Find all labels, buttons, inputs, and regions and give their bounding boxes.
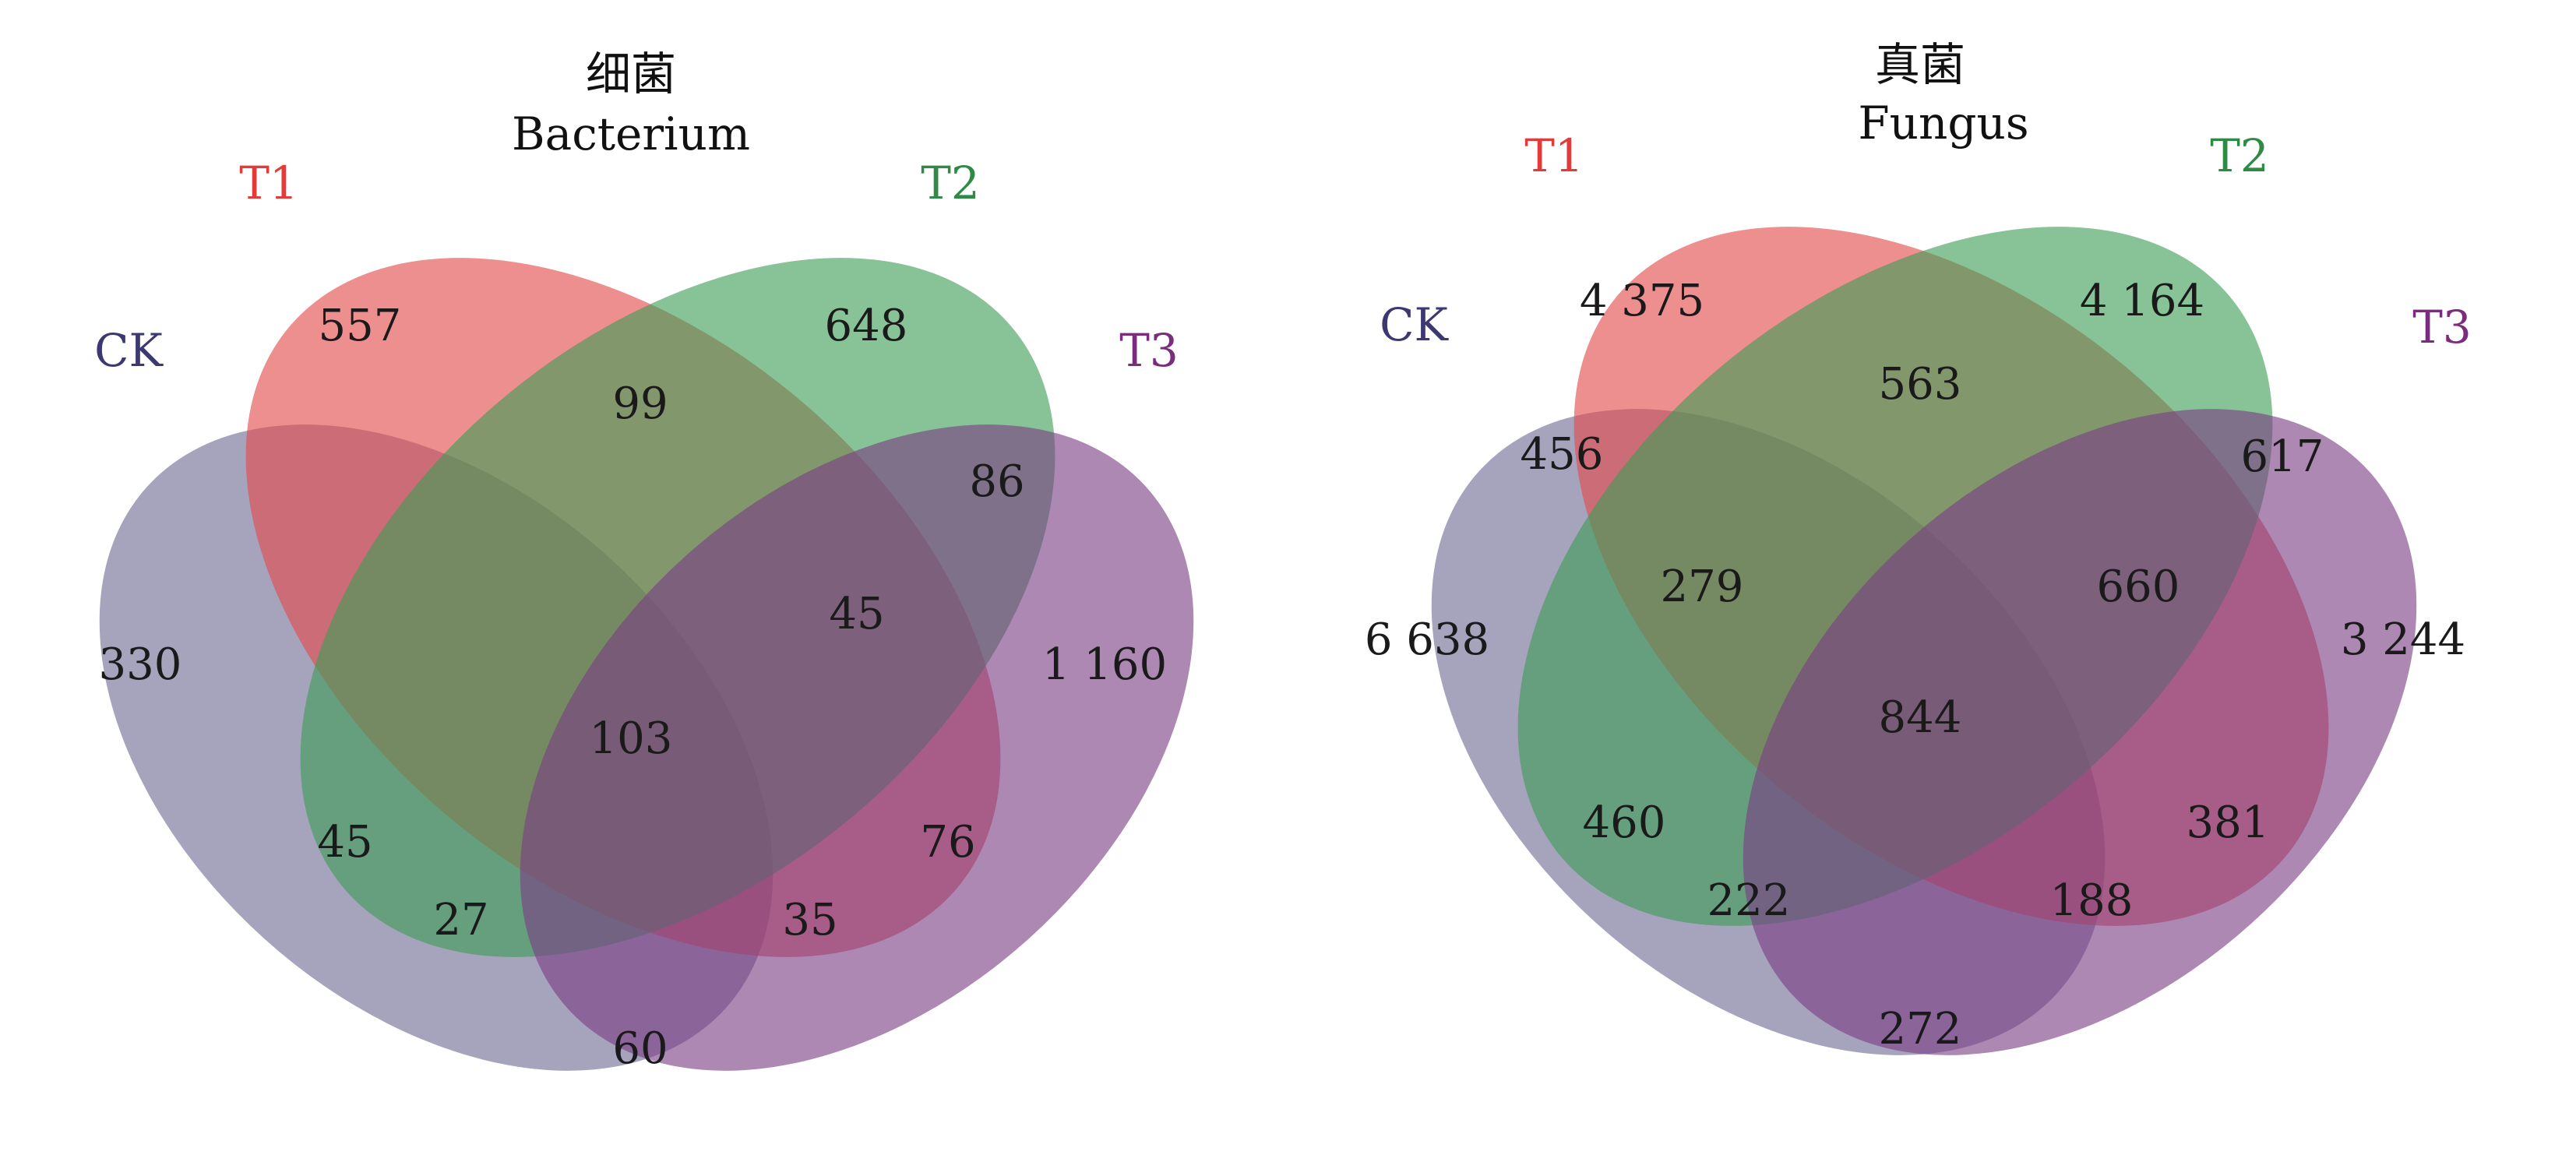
count-ck-t3: 60 xyxy=(612,1023,668,1074)
set-label-t3: T3 xyxy=(2412,301,2472,354)
count-ck-t1-t3: 188 xyxy=(2050,875,2134,926)
ellipse-t3 xyxy=(1743,409,2417,1055)
set-label-ck: CK xyxy=(1380,298,1449,351)
count-all: 844 xyxy=(1879,692,1962,743)
count-ck-t1: 45 xyxy=(317,817,372,868)
title-en: Bacterium xyxy=(512,107,750,160)
venn-bacterium: 细菌 Bacterium CK T1 T2 T3 557 648 99 86 3… xyxy=(94,48,1194,1074)
count-ck-only: 330 xyxy=(99,639,182,690)
count-ck-t3: 272 xyxy=(1879,1004,1962,1055)
count-ck-t1-t2: 27 xyxy=(433,895,488,945)
count-t2-only: 4 164 xyxy=(2080,276,2204,326)
title-cn: 真菌 xyxy=(1875,38,1965,91)
count-t2-t3: 617 xyxy=(2241,431,2324,482)
count-t2-only: 648 xyxy=(825,301,908,351)
set-label-t3: T3 xyxy=(1119,324,1179,377)
count-t1-t3: 381 xyxy=(2187,797,2270,848)
venn-fungus: 真菌 Fungus CK T1 T2 T3 4 375 4 164 563 45… xyxy=(1365,38,2472,1055)
set-label-t1: T1 xyxy=(239,157,298,209)
title-en: Fungus xyxy=(1858,97,2028,150)
count-all: 103 xyxy=(590,713,673,764)
count-ck-t1-t2: 279 xyxy=(1661,562,1744,612)
ellipse-t3 xyxy=(520,424,1194,1071)
count-ck-t1-t3: 35 xyxy=(782,895,837,945)
count-t3-only: 3 244 xyxy=(2341,614,2465,665)
count-t1-t3: 76 xyxy=(920,817,975,868)
count-t1-t2-t3: 660 xyxy=(2097,562,2180,612)
count-t2-t3: 86 xyxy=(969,456,1024,507)
set-label-t1: T1 xyxy=(1524,129,1584,182)
count-ck-only: 6 638 xyxy=(1365,614,1489,665)
count-ck-t2: 460 xyxy=(1583,797,1666,848)
set-label-t2: T2 xyxy=(2210,129,2269,182)
count-t1-t2-t3: 45 xyxy=(829,589,884,639)
set-label-t2: T2 xyxy=(921,157,980,209)
set-label-ck: CK xyxy=(94,324,164,377)
count-t1-t2: 99 xyxy=(612,379,668,429)
count-t3-only: 1 160 xyxy=(1042,639,1167,690)
count-ck-t2-t3: 222 xyxy=(1707,875,1791,926)
title-cn: 细菌 xyxy=(586,48,676,100)
count-t1-only: 4 375 xyxy=(1580,276,1704,326)
count-ck-t1: 456 xyxy=(1521,429,1604,480)
count-t1-t2: 563 xyxy=(1879,359,1962,410)
count-t1-only: 557 xyxy=(319,301,402,351)
